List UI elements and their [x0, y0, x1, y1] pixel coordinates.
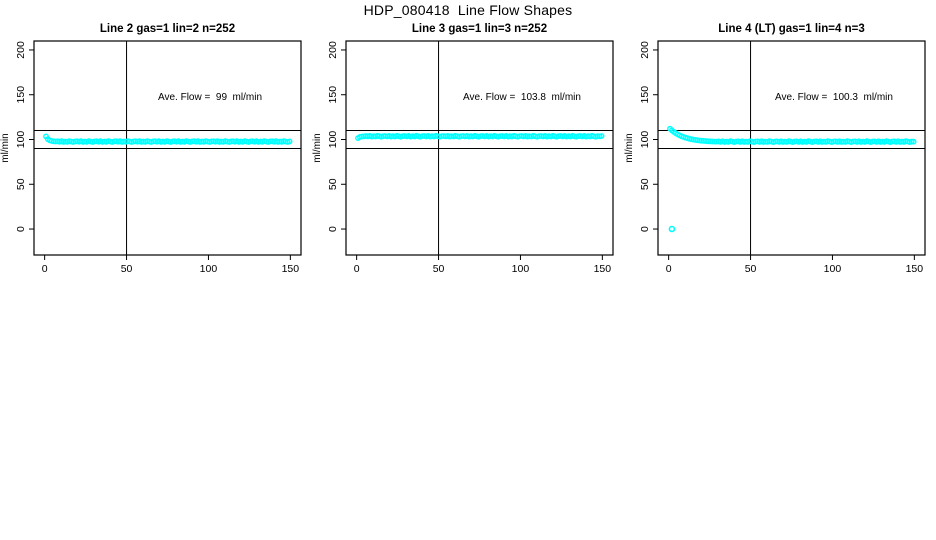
- data-point: [910, 138, 917, 145]
- x-tick-label: 100: [512, 263, 530, 275]
- y-axis: 0 50 100 150 200: [639, 41, 658, 232]
- panel-title: Line 4 (LT) gas=1 lin=4 n=3: [718, 23, 864, 35]
- y-tick-label: 150: [15, 86, 27, 104]
- plot-frame: [657, 40, 926, 256]
- panel-title: Line 3 gas=1 lin=3 n=252: [412, 23, 547, 35]
- plot-frame: [345, 40, 614, 256]
- ave-flow-annotation: Ave. Flow = 99 ml/min: [158, 92, 262, 103]
- y-tick-label: 0: [15, 226, 27, 232]
- y-tick-label: 200: [15, 41, 27, 59]
- x-tick-label: 100: [200, 263, 218, 275]
- x-axis: 0 50 100 150: [42, 255, 300, 275]
- x-tick-label: 50: [433, 263, 445, 275]
- ref-lines: [34, 41, 301, 255]
- x-tick-label: 150: [906, 263, 924, 275]
- panel-title: Line 2 gas=1 lin=2 n=252: [100, 23, 235, 35]
- x-tick-label: 0: [42, 263, 48, 275]
- y-tick-label: 50: [15, 178, 27, 190]
- series-points: [667, 125, 917, 233]
- figure-title: HDP_080418 Line Flow Shapes: [363, 2, 573, 18]
- panel-line3-plot: 0 50 100 150 0 50 100 150 200 ml/min Line 3 gas=1 …: [312, 23, 614, 275]
- ref-lines: [658, 41, 925, 255]
- ave-flow-annotation: Ave. Flow = 103.8 ml/min: [463, 92, 581, 103]
- series-points: [43, 133, 293, 145]
- y-tick-label: 150: [639, 86, 651, 104]
- y-axis: 0 50 100 150 200: [15, 41, 34, 232]
- y-axis: 0 50 100 150 200: [327, 41, 346, 232]
- y-axis-title: ml/min: [0, 133, 11, 162]
- x-axis: 0 50 100 150: [666, 255, 924, 275]
- data-point: [286, 138, 293, 145]
- y-axis-title: ml/min: [624, 133, 635, 162]
- y-tick-label: 0: [639, 226, 651, 232]
- y-tick-label: 0: [327, 226, 339, 232]
- y-tick-label: 100: [639, 131, 651, 149]
- y-tick-label: 100: [327, 131, 339, 149]
- plots-row: 0 50 100 150 0 50 100 150 200 ml/min Line 2 gas=1 …: [0, 23, 926, 275]
- x-tick-label: 150: [594, 263, 612, 275]
- x-tick-label: 150: [282, 263, 300, 275]
- outlier-point: [668, 225, 676, 233]
- y-axis-title: ml/min: [312, 133, 323, 162]
- x-axis: 0 50 100 150: [354, 255, 612, 275]
- panel-line2-plot: 0 50 100 150 0 50 100 150 200 ml/min Line 2 gas=1 …: [0, 23, 302, 275]
- y-tick-label: 50: [639, 178, 651, 190]
- ref-lines: [346, 41, 613, 255]
- x-tick-label: 100: [824, 263, 842, 275]
- x-tick-label: 50: [745, 263, 757, 275]
- y-tick-label: 100: [15, 131, 27, 149]
- series-points: [355, 132, 605, 142]
- plot-frame: [33, 40, 302, 256]
- y-tick-label: 150: [327, 86, 339, 104]
- x-tick-label: 0: [666, 263, 672, 275]
- data-point: [598, 133, 605, 139]
- panel-line4-plot: 0 50 100 150 0 50 100 150 200 ml/min Line 4 (LT) g…: [624, 23, 926, 275]
- x-tick-label: 50: [121, 263, 133, 275]
- y-tick-label: 50: [327, 178, 339, 190]
- y-tick-label: 200: [639, 41, 651, 59]
- ave-flow-annotation: Ave. Flow = 100.3 ml/min: [775, 92, 893, 103]
- x-tick-label: 0: [354, 263, 360, 275]
- y-tick-label: 200: [327, 41, 339, 59]
